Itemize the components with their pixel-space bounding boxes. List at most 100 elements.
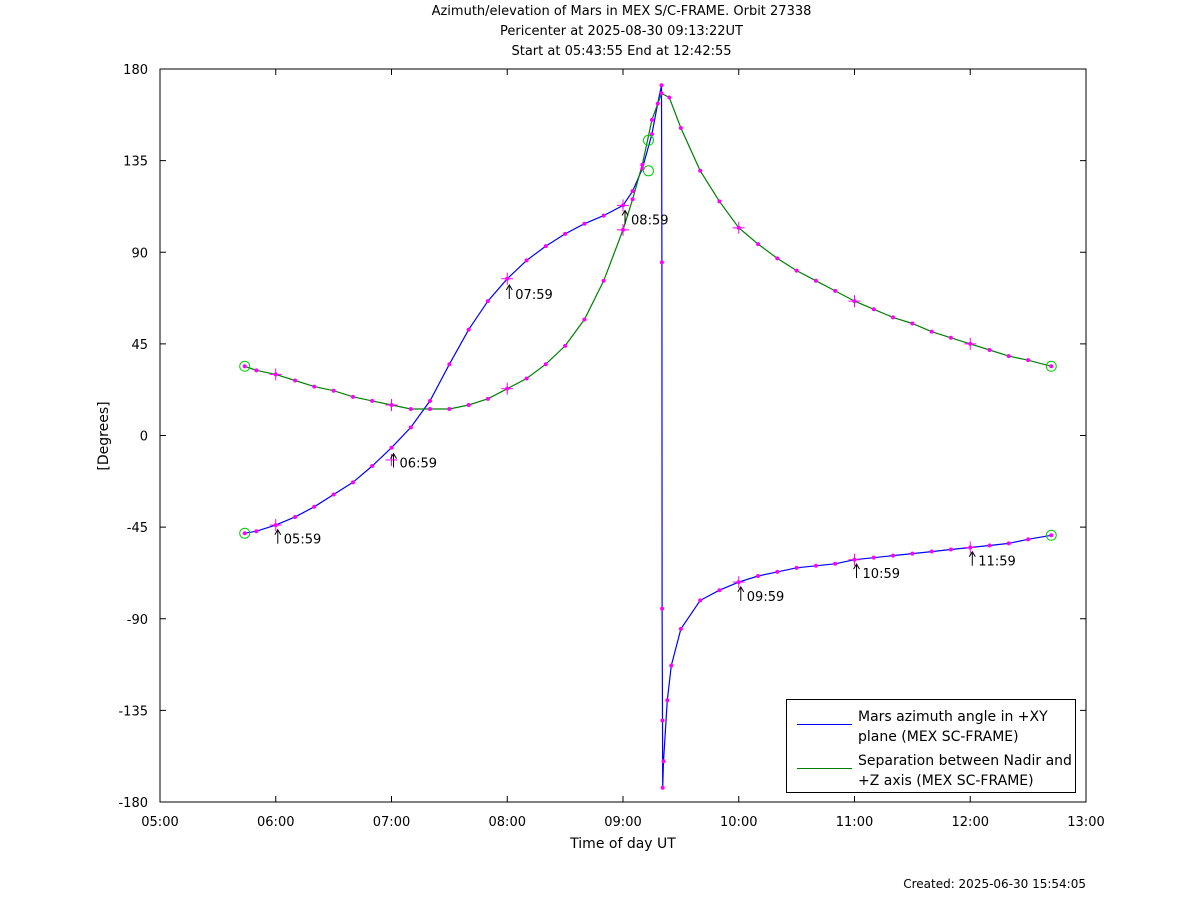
data-point [1026,537,1031,542]
series-line-1 [244,92,1052,410]
hour-plus-marker [385,453,398,466]
data-point [649,132,654,137]
data-point [910,551,915,556]
data-point [660,718,665,723]
data-point [242,364,247,369]
chart-title-line-2: Pericenter at 2025-08-30 09:13:22UT [499,24,743,39]
hour-plus-marker [269,519,282,532]
annotation-label: 05:59 [284,533,321,548]
y-tick-label: 0 [140,430,148,445]
data-point [1006,541,1011,546]
data-point [1049,533,1054,538]
y-tick-label: -135 [118,704,148,719]
data-point [350,480,355,485]
data-point [891,315,896,320]
created-timestamp: Created: 2025-06-30 15:54:05 [903,877,1086,891]
data-point [1006,354,1011,359]
hour-plus-marker [732,221,745,234]
y-tick-label: -180 [118,796,148,811]
data-point [775,256,780,261]
x-tick-label: 10:00 [720,815,757,830]
data-point [660,785,665,790]
data-point [910,321,915,326]
data-point [254,368,259,373]
annotation-arrowhead [737,585,745,593]
x-tick-label: 06:00 [257,815,294,830]
circle-marker [239,527,251,539]
data-point [630,197,635,202]
data-point [661,759,666,764]
data-point [660,606,665,611]
data-point [669,663,674,668]
data-point [293,514,298,519]
annotation-arrowhead [390,452,397,459]
chart-title-line-1: Azimuth/elevation of Mars in MEX S/C-FRA… [431,4,812,19]
data-point [601,213,606,218]
y-tick-label: 90 [131,246,148,261]
data-point [389,445,394,450]
hour-plus-marker [269,368,282,381]
data-point [717,199,722,204]
data-point [582,317,587,322]
data-point [948,547,953,552]
data-point [698,598,703,603]
data-point [408,425,413,430]
x-tick-label: 08:00 [489,815,526,830]
legend-label-azimuth: Mars azimuth angle in +XY plane (MEX SC-… [858,709,1048,745]
data-point [582,221,587,226]
data-point [485,396,490,401]
annotation-label: 06:59 [400,457,437,472]
data-point [1026,358,1031,363]
x-axis-label: Time of day UT [570,836,676,852]
data-point [794,268,799,273]
hour-plus-marker [964,541,977,554]
data-point [987,347,992,352]
data-point [775,569,780,574]
data-point [466,327,471,332]
data-point [408,407,413,412]
data-point [665,698,670,703]
data-point [543,244,548,249]
data-point [312,384,317,389]
y-tick-label: -90 [127,613,148,628]
data-point [871,555,876,560]
annotation-arrowhead [505,284,513,291]
data-point [563,231,568,236]
data-point [640,162,645,167]
hour-plus-marker [501,272,514,285]
y-tick-label: -45 [127,521,148,536]
data-point [630,189,635,194]
circle-marker [1045,360,1057,372]
data-point [871,307,876,312]
y-tick-label: 45 [131,338,148,353]
legend-swatch-azimuth [797,724,852,725]
data-point [659,91,664,96]
annotation-label: 11:59 [978,555,1015,570]
y-tick-label: 180 [123,63,148,78]
data-point [717,588,722,593]
data-point [678,126,683,131]
data-point [447,362,452,367]
data-point [428,407,433,412]
chart-title-line-3: Start at 05:43:55 End at 12:42:55 [511,44,732,59]
hour-plus-marker [617,199,629,212]
y-axis-label: [Degrees] [96,401,112,471]
data-point [447,407,452,412]
hour-plus-marker [501,382,514,395]
data-point [254,529,259,534]
annotation-arrowhead [621,209,629,216]
data-point [948,335,953,340]
data-point [813,563,818,568]
hour-plus-marker [848,295,861,308]
data-point [655,101,660,106]
hour-plus-marker [385,398,398,411]
annotation-arrowhead [853,563,860,570]
annotation-label: 10:59 [863,567,900,582]
data-point [312,504,317,509]
x-tick-label: 05:00 [141,815,178,830]
annotation-arrowhead [274,528,282,535]
data-point [678,626,683,631]
x-tick-label: 07:00 [373,815,410,830]
legend-label-separation: Separation between Nadir and +Z axis (ME… [858,753,1072,789]
circle-marker [1045,529,1057,541]
